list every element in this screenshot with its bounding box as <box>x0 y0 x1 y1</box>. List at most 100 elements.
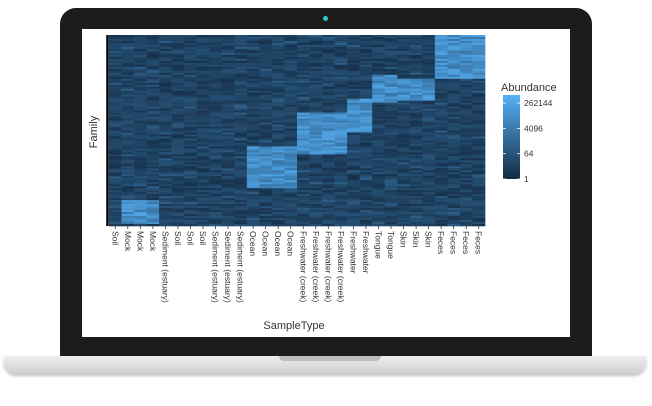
heatmap-cell <box>359 80 373 84</box>
heatmap-cell <box>234 84 248 88</box>
heatmap-cell <box>159 180 172 183</box>
heatmap-cell <box>434 224 448 227</box>
heatmap-cell <box>347 152 360 155</box>
heatmap-cell <box>372 62 386 66</box>
heatmap-cell <box>121 216 135 219</box>
heatmap-cell <box>109 152 122 155</box>
heatmap-cell <box>434 58 448 62</box>
heatmap-cell <box>271 130 285 133</box>
heatmap-cell <box>434 114 448 117</box>
heatmap-cell <box>259 78 273 82</box>
heatmap-cell <box>347 48 360 52</box>
heatmap-cell <box>284 84 298 88</box>
heatmap-cell <box>259 62 273 66</box>
heatmap-cell <box>246 186 260 189</box>
heatmap-cell <box>384 196 398 199</box>
heatmap-cell <box>146 166 160 169</box>
heatmap-cell <box>409 200 423 203</box>
heatmap-cell <box>184 130 198 133</box>
heatmap-cell <box>159 138 172 141</box>
heatmap-cell <box>284 132 298 135</box>
heatmap-cell <box>347 90 360 93</box>
x-tick-label: Soil <box>173 231 183 245</box>
heatmap-cell <box>246 86 260 90</box>
heatmap-cell <box>397 54 411 58</box>
heatmap-cell <box>134 104 147 107</box>
heatmap-cell <box>372 136 386 139</box>
heatmap-cell <box>121 212 135 215</box>
heatmap-cell <box>171 184 185 187</box>
heatmap-cell <box>297 110 310 113</box>
heatmap-cell <box>159 112 172 115</box>
heatmap-cell <box>134 206 147 209</box>
heatmap-cell <box>384 126 398 129</box>
heatmap-cell <box>134 134 147 137</box>
heatmap-cell <box>234 102 248 105</box>
heatmap-cell <box>297 210 310 213</box>
heatmap-cell <box>409 62 423 66</box>
heatmap-cell <box>284 114 298 117</box>
heatmap-cell <box>284 212 298 215</box>
heatmap-cell <box>359 184 373 187</box>
heatmap-cell <box>209 216 223 219</box>
heatmap-cell <box>159 35 172 38</box>
heatmap-cell <box>284 152 298 155</box>
heatmap-cell <box>109 146 122 149</box>
heatmap-cell <box>259 88 273 92</box>
heatmap-cell <box>184 210 198 213</box>
heatmap-cell <box>221 58 235 62</box>
heatmap-cell <box>309 218 323 221</box>
heatmap-cell <box>459 38 473 42</box>
heatmap-cell <box>146 114 160 117</box>
heatmap-cell <box>121 112 135 115</box>
heatmap-cell <box>384 104 398 107</box>
heatmap-cell <box>447 146 461 149</box>
heatmap-cell <box>259 130 273 133</box>
heatmap-cell <box>459 90 473 93</box>
heatmap-cell <box>146 206 160 209</box>
heatmap-cell <box>322 114 335 117</box>
heatmap-cell <box>297 72 310 76</box>
heatmap-cell <box>209 168 223 171</box>
heatmap-cell <box>322 72 335 76</box>
heatmap-cell <box>372 202 386 205</box>
heatmap-cell <box>322 50 335 54</box>
heatmap-cell <box>134 52 147 56</box>
heatmap-cell <box>196 200 210 203</box>
heatmap-cell <box>209 196 223 199</box>
heatmap-cell <box>322 188 335 191</box>
heatmap-cell <box>134 140 147 143</box>
heatmap-cell <box>196 180 210 183</box>
heatmap-cell <box>246 188 260 191</box>
heatmap-cell <box>134 118 147 121</box>
heatmap-cell <box>196 98 210 101</box>
heatmap-cell <box>297 88 310 92</box>
heatmap-cell <box>284 166 298 169</box>
heatmap-cell <box>447 78 461 82</box>
heatmap-cell <box>459 108 473 111</box>
heatmap-cell <box>246 158 260 161</box>
heatmap-cell <box>109 104 122 107</box>
heatmap-cell <box>359 104 373 107</box>
heatmap-cell <box>184 66 198 70</box>
heatmap-cell <box>472 116 486 119</box>
heatmap-cell <box>259 152 273 155</box>
heatmap-cell <box>234 178 248 181</box>
heatmap-cell <box>271 76 285 80</box>
heatmap-cell <box>234 96 248 99</box>
heatmap-cell <box>447 58 461 62</box>
heatmap-cell <box>397 58 411 62</box>
heatmap-chart: Soil Mock Mock Mock Sediment (estuary) Soil So… <box>88 35 557 332</box>
heatmap-cell <box>347 168 360 171</box>
heatmap-cell <box>322 212 335 215</box>
x-axis-ticks: Soil Mock Mock Mock Sediment (estuary) Soil So… <box>110 226 484 303</box>
heatmap-cell <box>196 78 210 82</box>
heatmap-cell <box>271 154 285 157</box>
heatmap-cell <box>372 210 386 213</box>
heatmap-cell <box>347 222 360 225</box>
heatmap-cell <box>359 92 373 95</box>
heatmap-cell <box>259 90 273 93</box>
heatmap-cell <box>434 44 448 48</box>
heatmap-cell <box>196 140 210 143</box>
heatmap-cell <box>284 180 298 183</box>
